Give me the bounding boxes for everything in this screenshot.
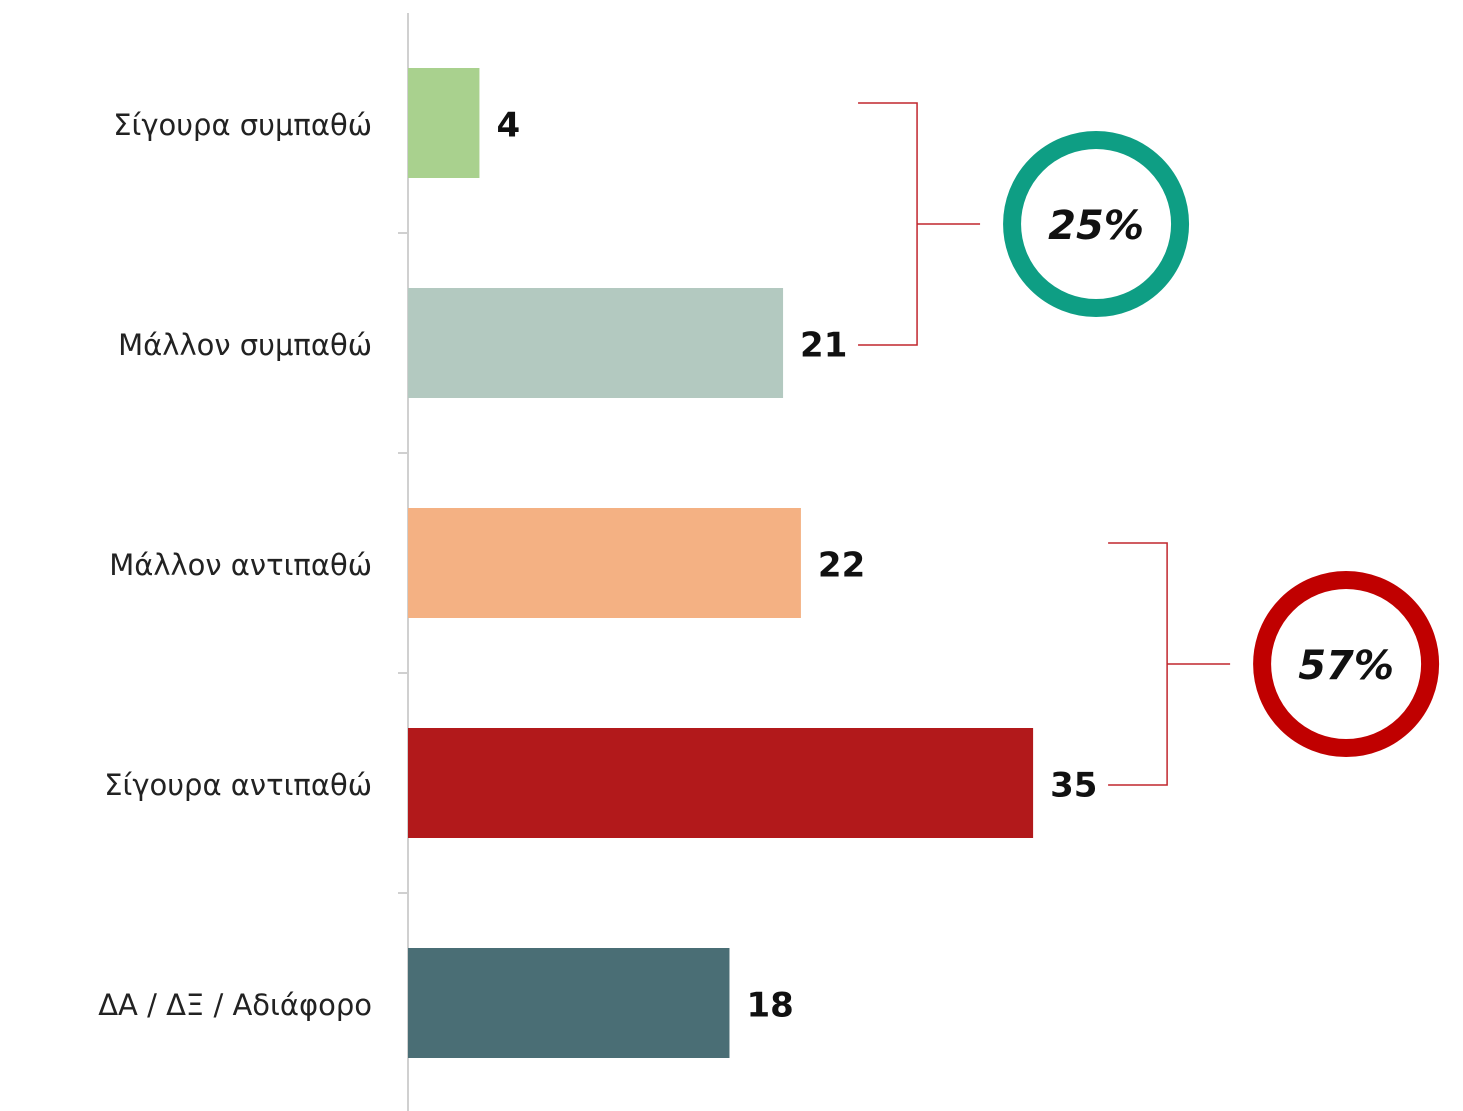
bracket [858, 102, 918, 346]
category-label: Μάλλον συμπαθώ [118, 328, 372, 362]
bar [408, 68, 480, 178]
bar [408, 288, 784, 398]
bracket [1108, 542, 1168, 786]
value-label: 35 [1050, 766, 1097, 806]
value-label: 21 [800, 326, 847, 366]
bar [408, 728, 1034, 838]
group-label: 25% [1048, 203, 1144, 249]
group-circle [1253, 571, 1440, 757]
value-label: 4 [496, 106, 520, 146]
category-label: Σίγουρα συμπαθώ [113, 108, 372, 142]
value-label: 18 [746, 986, 793, 1026]
category-label: Σίγουρα αντιπαθώ [104, 768, 372, 802]
group-label: 57% [1298, 643, 1394, 689]
category-label: ΔΑ / ΔΞ / Αδιάφορο [98, 988, 372, 1022]
bar [408, 508, 801, 618]
category-label: Μάλλον αντιπαθώ [109, 548, 372, 582]
value-label: 22 [818, 546, 865, 586]
bar [408, 948, 730, 1058]
group-circle [1003, 131, 1190, 317]
